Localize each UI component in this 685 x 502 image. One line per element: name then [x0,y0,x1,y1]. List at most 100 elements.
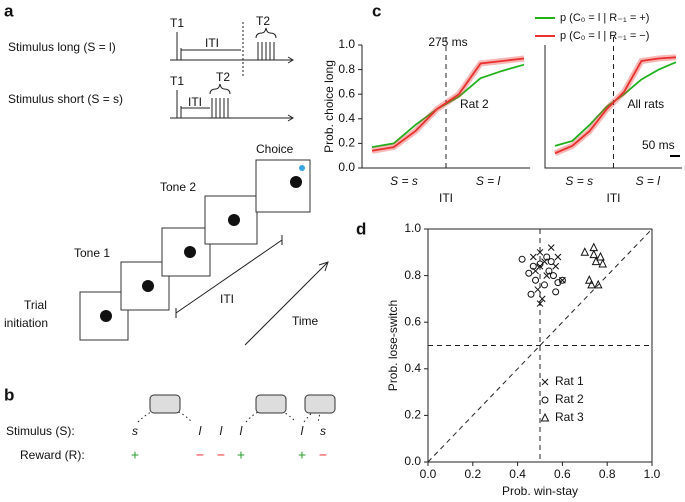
stimulus: s [320,424,326,438]
y-tick-label: 0.8 [404,268,421,282]
dice-icon [149,394,181,414]
iti-line [175,235,283,318]
text: ITI [220,292,234,306]
point [538,295,546,303]
y-tick-label: 0.0 [404,454,421,468]
stimulus: l [199,424,202,438]
x-group-label: S = s [390,174,418,188]
dice-icon [255,394,287,414]
point [591,256,601,266]
legend-symbol [541,396,549,404]
x-tick-label: 0.0 [420,467,437,481]
text: T1 [170,74,184,88]
axes [544,45,682,169]
text: ITI [205,36,219,50]
reward: − [217,447,225,463]
scale-bar-label: 50 ms [642,138,675,152]
y-tick-label: 0.4 [338,111,355,125]
y-tick-label: 1.0 [404,221,421,235]
inset-label: Rat 2 [460,97,489,111]
stimulus: l [240,424,243,438]
annotation: 275 ms [428,35,467,49]
series-line [371,57,525,152]
point [587,279,596,289]
y-tick-label: 1.0 [338,37,355,51]
y-axis-label: Prob. lose-switch [386,300,400,391]
y-tick-label: 0.2 [338,136,355,150]
x-tick-label: 0.4 [509,467,526,481]
rat-icon [184,246,196,258]
text: T2 [256,14,270,28]
legend-label: p (C₀ = l | R₋₁ = +) [560,12,649,24]
point [536,248,544,256]
x-axis-label: ITI [607,191,621,205]
point [529,253,537,261]
panel-label: c [372,1,381,20]
timeline [170,90,294,122]
reward: + [298,447,306,463]
point [554,253,562,261]
text: T1 [170,16,184,30]
point [518,255,526,263]
point [529,262,537,270]
reward: − [319,447,327,463]
timeline-short: Stimulus short (S = s) T1 ITI T2 [8,70,294,122]
point [536,260,544,268]
point [552,288,560,296]
rat-icon [100,310,112,322]
x-group-label: S = l [476,174,501,188]
brace [209,83,231,95]
point [596,251,605,261]
point [532,276,540,284]
text: Reward (R): [20,448,85,462]
text: ITI [188,95,202,109]
stimulus: s [132,424,138,438]
rat-icon [228,214,240,226]
point [534,286,542,293]
legend-label: Rat 3 [555,410,584,424]
point [527,290,535,298]
text: T2 [216,70,230,84]
stimulus: l [301,424,304,438]
series-line [554,56,677,155]
inset-label: All rats [628,97,665,111]
brace [255,27,277,39]
legend-label: p (C₀ = l | R₋₁ = −) [560,30,649,42]
text: initiation [4,316,48,330]
y-tick-label: 0.8 [338,62,355,76]
stimulus: l [220,424,223,438]
point [558,276,566,284]
task-boxes: Choice Tone 2 Tone 1 Trial initiation IT… [4,142,329,346]
timeline [170,32,294,64]
text: Tone 1 [74,246,110,260]
point [549,272,557,280]
water-drop [299,165,305,171]
panel-label: b [4,385,14,404]
legend-symbol [540,412,550,422]
text: Trial [24,298,47,312]
y-tick-label: 0.6 [338,86,355,100]
point [545,267,553,275]
point [536,300,544,307]
dice-icon [304,394,336,414]
point [547,244,555,251]
x-group-label: S = l [636,174,661,188]
text: Tone 2 [160,180,196,194]
time-arrow [244,261,329,346]
point [547,258,555,266]
x-group-label: S = s [565,174,593,188]
legend-label: Rat 1 [555,374,584,388]
x-tick-label: 1.0 [644,467,661,481]
timeline-long: Stimulus long (S = l) T1 ITI T2 [8,14,294,78]
point [580,247,590,256]
point [593,279,603,289]
x-tick-label: 0.2 [464,467,481,481]
x-tick-label: 0.8 [599,467,616,481]
x-axis-label: Prob. win-stay [502,484,578,498]
legend-label: Rat 2 [555,392,584,406]
y-tick-label: 0.2 [404,408,421,422]
reward: − [196,447,204,463]
point [589,249,599,259]
series-line [371,63,525,148]
